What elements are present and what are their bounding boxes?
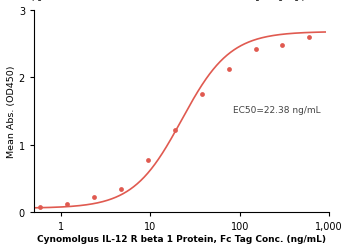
Point <box>172 128 177 132</box>
Point <box>145 158 150 162</box>
Point <box>91 196 97 200</box>
Point <box>118 187 124 191</box>
Point <box>64 202 70 206</box>
Point <box>226 68 231 72</box>
X-axis label: Cynomolgus IL-12 R beta 1 Protein, Fc Tag Conc. (ng/mL): Cynomolgus IL-12 R beta 1 Protein, Fc Ta… <box>37 234 326 243</box>
Point <box>307 36 312 40</box>
Y-axis label: Mean Abs. (OD450): Mean Abs. (OD450) <box>7 66 16 158</box>
Text: EC50=22.38 ng/mL: EC50=22.38 ng/mL <box>233 106 321 115</box>
Point <box>199 93 204 97</box>
Text: 0.5 μg of Human IL-12B&IL-12A Heterodimer Protein, His Tag&Flag Tag per well: 0.5 μg of Human IL-12B&IL-12A Heterodime… <box>17 0 333 1</box>
Point <box>253 48 258 52</box>
Point <box>37 205 43 209</box>
Point <box>280 44 285 48</box>
